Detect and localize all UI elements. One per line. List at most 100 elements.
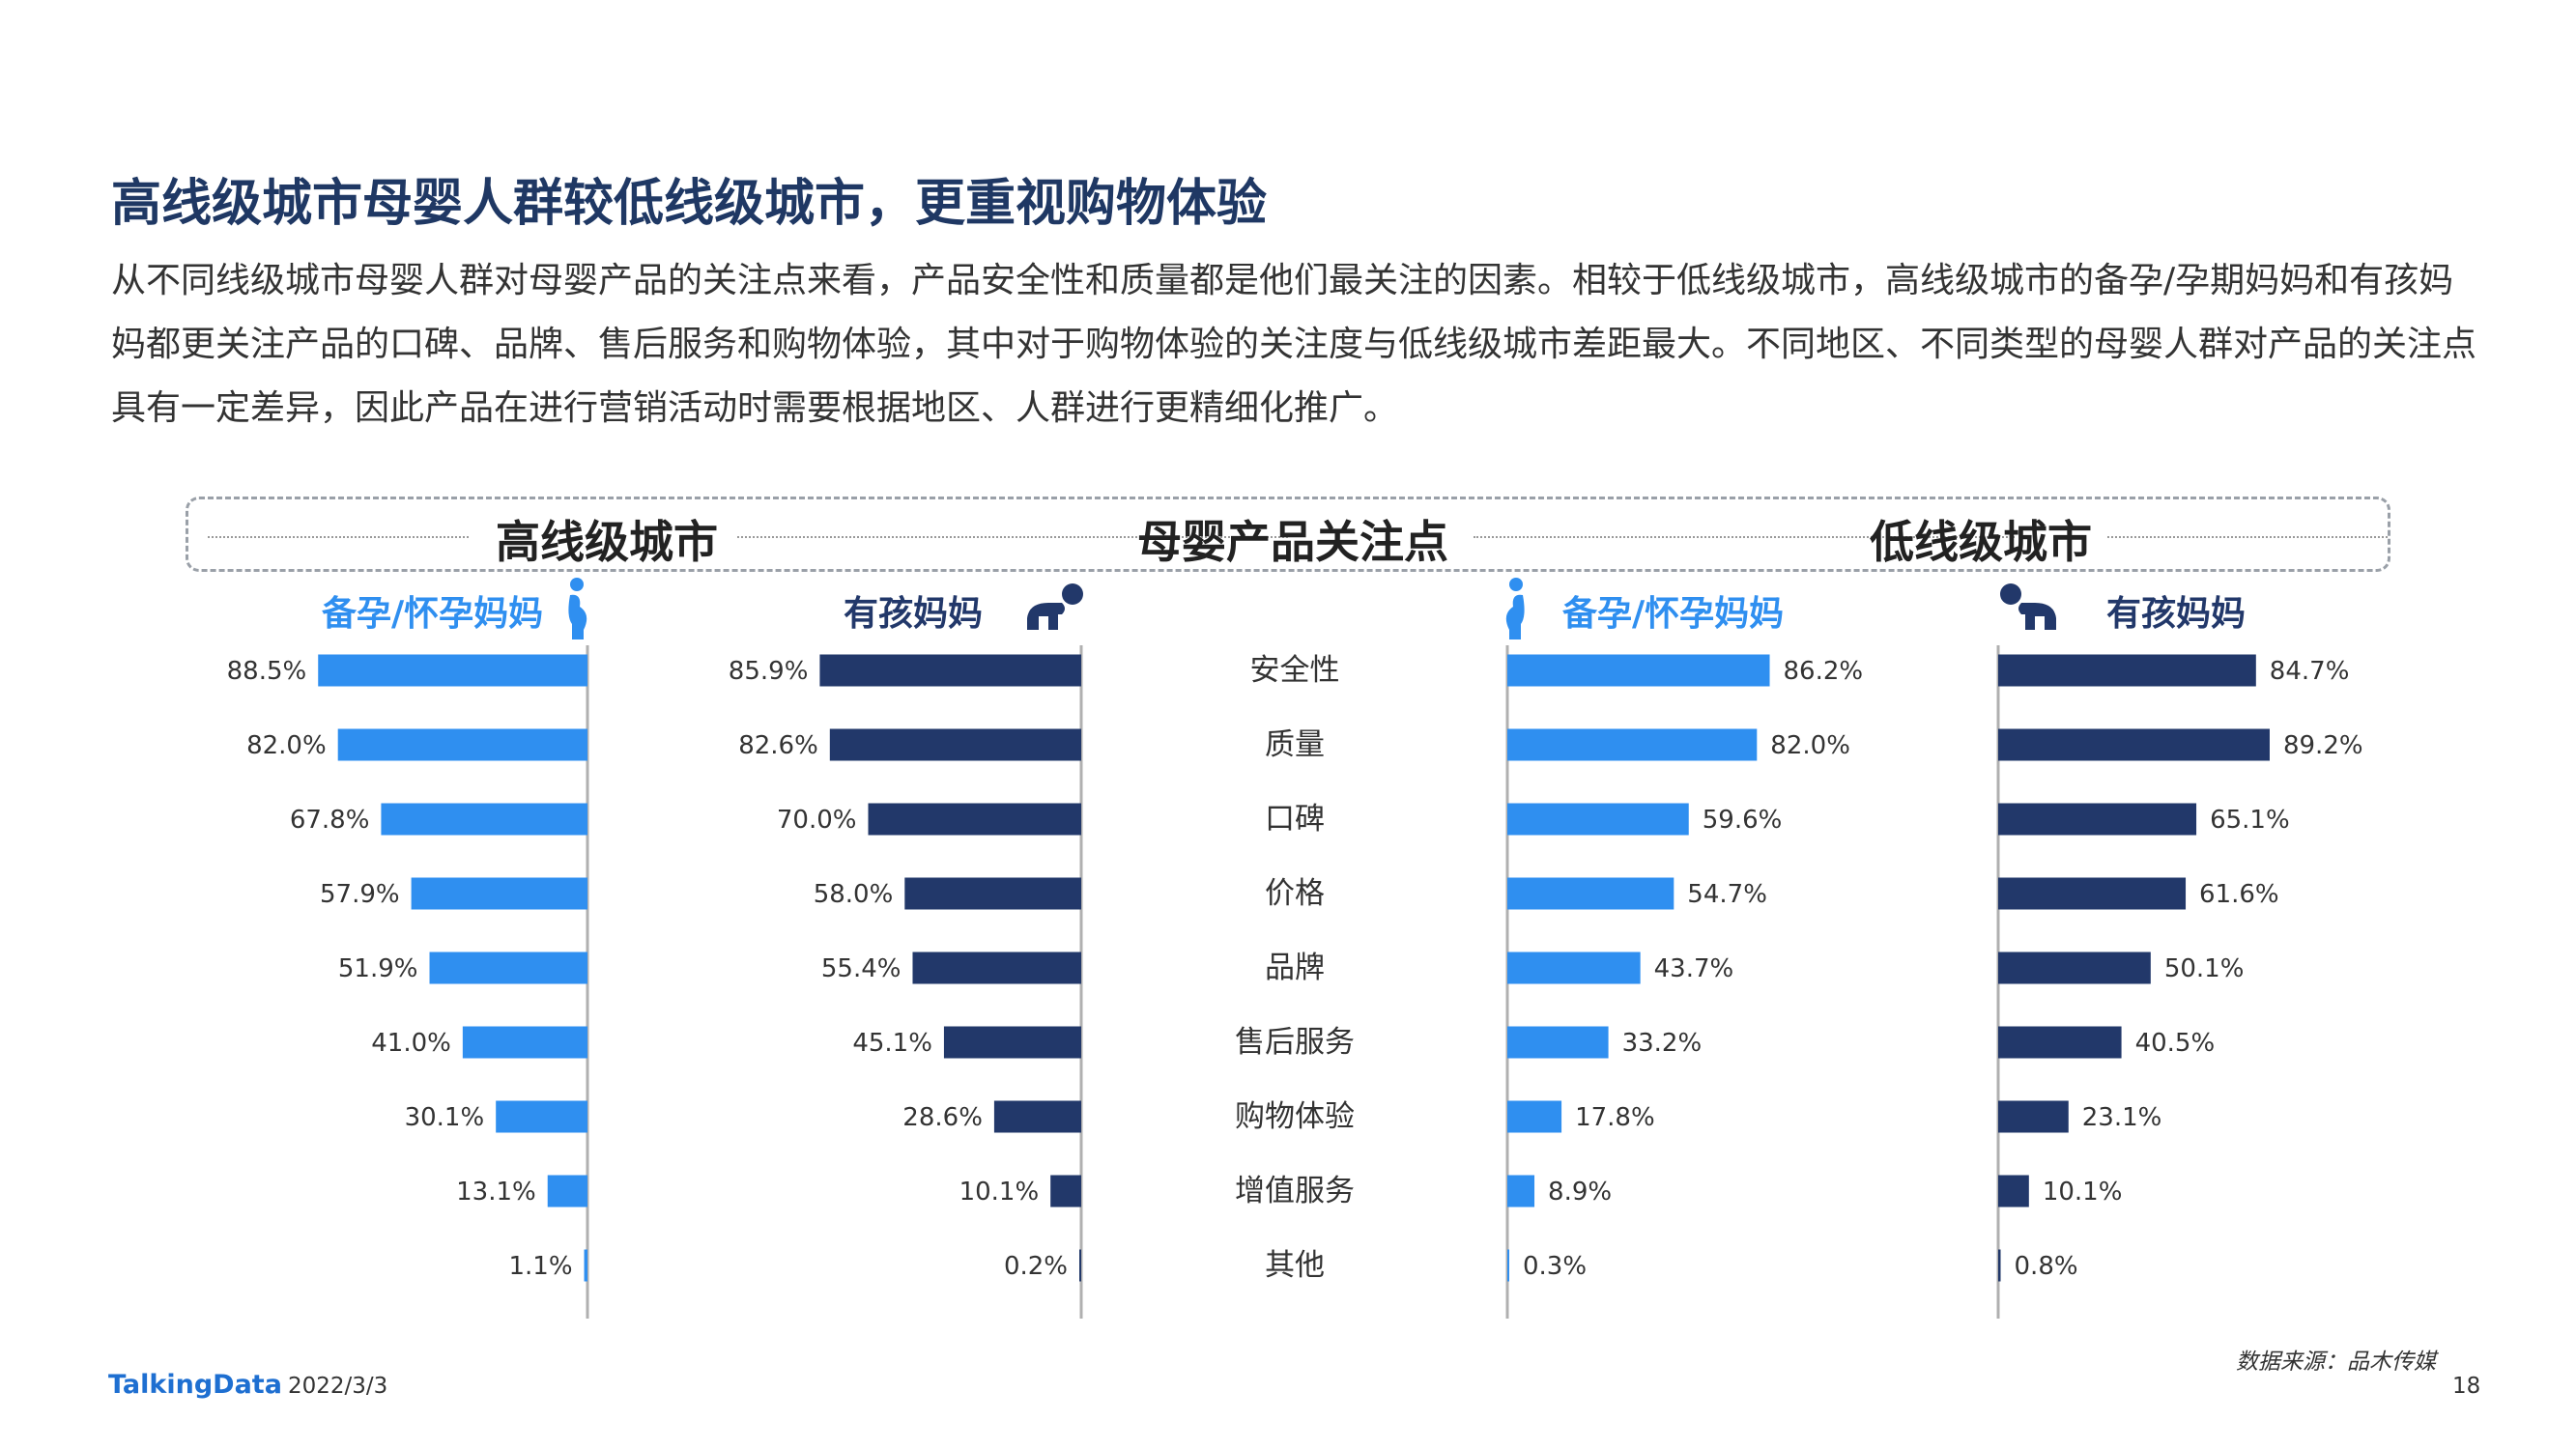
category-label-5: 品牌	[1265, 951, 1325, 985]
bar-s1-4	[411, 877, 587, 910]
data-label-s1-5: 51.9%	[338, 954, 418, 983]
bar-s3-2	[1507, 728, 1758, 761]
page-title: 高线级城市母婴人群较低线级城市，更重视购物体验	[111, 175, 1268, 233]
data-label-s1-9: 1.1%	[508, 1252, 572, 1281]
data-label-s3-4: 54.7%	[1687, 880, 1767, 909]
category-label-7: 购物体验	[1235, 1099, 1355, 1134]
data-label-s2-8: 10.1%	[959, 1178, 1040, 1207]
data-label-s1-6: 41.0%	[371, 1029, 451, 1058]
bar-s2-4	[904, 877, 1081, 910]
group-low-child: 有孩妈妈	[2106, 594, 2247, 634]
bar-s1-1	[318, 654, 587, 687]
bar-s1-7	[496, 1100, 587, 1133]
data-label-s2-1: 85.9%	[729, 657, 809, 686]
pregnant-woman-icon	[568, 578, 587, 639]
data-label-s1-7: 30.1%	[405, 1103, 485, 1132]
group-high-pregnant: 备孕/怀孕妈妈	[322, 594, 544, 634]
bar-s2-2	[829, 728, 1081, 761]
banner-divider-3	[1474, 536, 2015, 538]
bar-s2-9	[1079, 1249, 1081, 1282]
group-low-pregnant: 备孕/怀孕妈妈	[1562, 594, 1785, 634]
data-label-s2-4: 58.0%	[814, 880, 894, 909]
pregnant-woman-icon	[1505, 578, 1525, 639]
data-label-s2-5: 55.4%	[821, 954, 902, 983]
page-description: 从不同线级城市母婴人群对母婴产品的关注点来看，产品安全性和质量都是他们最关注的因…	[111, 261, 2477, 428]
bar-s1-6	[462, 1026, 587, 1059]
bar-s4-3	[1998, 803, 2197, 836]
data-label-s3-9: 0.3%	[1523, 1252, 1587, 1281]
category-label-9: 其他	[1265, 1248, 1325, 1283]
page-number: 18	[2452, 1374, 2481, 1399]
bar-s1-9	[584, 1249, 587, 1282]
data-label-s1-8: 13.1%	[456, 1178, 536, 1207]
data-label-s4-6: 40.5%	[2135, 1029, 2216, 1058]
crawling-baby-icon	[1027, 583, 1083, 630]
bar-s3-8	[1507, 1175, 1535, 1208]
category-label-2: 质量	[1265, 727, 1325, 762]
talkingdata-logo: TalkingData	[108, 1370, 282, 1400]
data-label-s1-4: 57.9%	[320, 880, 400, 909]
bar-s2-7	[993, 1100, 1081, 1133]
bar-s2-1	[819, 654, 1081, 687]
data-label-s4-7: 23.1%	[2082, 1103, 2162, 1132]
bar-s3-6	[1507, 1026, 1609, 1059]
bar-s3-3	[1507, 803, 1689, 836]
category-label-1: 安全性	[1250, 653, 1340, 688]
banner-divider-1	[208, 536, 469, 538]
data-label-s4-3: 65.1%	[2210, 806, 2290, 835]
bar-s2-8	[1050, 1175, 1081, 1208]
data-source: 数据来源：品木传媒	[2236, 1350, 2436, 1375]
banner-divider-2	[737, 536, 1288, 538]
crawling-baby-icon	[2000, 583, 2056, 630]
data-label-s4-9: 0.8%	[2015, 1252, 2078, 1281]
banner-divider-4	[2107, 536, 2388, 538]
data-label-s4-5: 50.1%	[2164, 954, 2245, 983]
bar-s3-5	[1507, 952, 1641, 984]
category-label-3: 口碑	[1265, 802, 1325, 837]
bar-s2-3	[868, 803, 1081, 836]
bar-s4-9	[1998, 1249, 2001, 1282]
banner-high-tier: 高线级城市	[496, 516, 718, 568]
section-banner: 高线级城市 母婴产品关注点 低线级城市	[186, 497, 2390, 572]
banner-low-tier: 低线级城市	[1870, 516, 2092, 568]
bar-s4-2	[1998, 728, 2270, 761]
data-label-s1-2: 82.0%	[246, 731, 327, 760]
banner-center: 母婴产品关注点	[1137, 516, 1448, 568]
data-label-s3-5: 43.7%	[1654, 954, 1734, 983]
data-label-s1-1: 88.5%	[227, 657, 307, 686]
bar-s2-5	[912, 952, 1081, 984]
bar-s4-5	[1998, 952, 2151, 984]
category-label-4: 价格	[1265, 876, 1325, 911]
data-label-s4-2: 89.2%	[2283, 731, 2363, 760]
bar-s3-7	[1507, 1100, 1562, 1133]
bar-s4-6	[1998, 1026, 2122, 1059]
bar-s1-8	[547, 1175, 587, 1208]
data-label-s3-1: 86.2%	[1784, 657, 1864, 686]
data-label-s2-6: 45.1%	[852, 1029, 932, 1058]
data-label-s3-7: 17.8%	[1575, 1103, 1655, 1132]
data-label-s4-1: 84.7%	[2270, 657, 2350, 686]
data-label-s2-9: 0.2%	[1004, 1252, 1068, 1281]
category-label-8: 增值服务	[1235, 1174, 1355, 1208]
bar-s3-4	[1507, 877, 1674, 910]
bar-s3-9	[1507, 1249, 1509, 1282]
bar-s1-5	[429, 952, 587, 984]
data-label-s4-4: 61.6%	[2199, 880, 2279, 909]
bar-s1-2	[337, 728, 587, 761]
bar-s3-1	[1507, 654, 1770, 687]
data-label-s3-2: 82.0%	[1770, 731, 1850, 760]
data-label-s3-6: 33.2%	[1622, 1029, 1703, 1058]
data-label-s1-3: 67.8%	[290, 806, 370, 835]
bar-s1-3	[381, 803, 587, 836]
bar-s2-6	[943, 1026, 1081, 1059]
group-high-child: 有孩妈妈	[844, 594, 984, 634]
bar-s4-4	[1998, 877, 2187, 910]
data-label-s3-3: 59.6%	[1703, 806, 1783, 835]
data-label-s4-8: 10.1%	[2043, 1178, 2123, 1207]
data-label-s2-3: 70.0%	[777, 806, 857, 835]
data-label-s2-2: 82.6%	[738, 731, 818, 760]
data-label-s2-7: 28.6%	[902, 1103, 983, 1132]
category-label-6: 售后服务	[1235, 1025, 1355, 1060]
footer-date: 2022/3/3	[288, 1374, 388, 1399]
